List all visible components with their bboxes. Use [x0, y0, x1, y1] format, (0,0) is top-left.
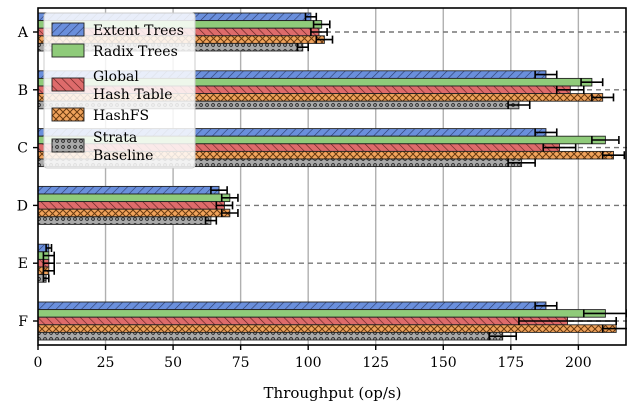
- error-bar: [210, 186, 228, 195]
- bar: [37, 301, 547, 311]
- error-bar: [507, 158, 536, 167]
- y-tick-label: F: [18, 314, 28, 330]
- error-bar: [42, 251, 56, 260]
- x-tick-label: 0: [34, 355, 43, 371]
- bar: [37, 216, 212, 225]
- axes: 0 25 50 75 100 125 150 175 200 A B C D E F: [17, 7, 627, 371]
- error-bar: [220, 209, 239, 217]
- error-bar: [296, 43, 309, 52]
- bar: [37, 331, 504, 341]
- error-bar: [220, 193, 239, 202]
- bar: [37, 208, 231, 218]
- legend-swatch: [51, 138, 85, 153]
- y-tick-label: B: [18, 83, 28, 99]
- error-bar: [507, 101, 531, 109]
- legend-entry: Global Hash Table: [51, 69, 173, 103]
- legend-entry: Strata Baseline: [51, 130, 153, 164]
- x-tick-label: 200: [565, 355, 592, 371]
- error-bar: [45, 244, 53, 252]
- bar: [37, 185, 220, 195]
- error-bar: [542, 143, 577, 152]
- error-bar: [580, 78, 604, 87]
- bar: [37, 309, 606, 318]
- legend: Extent Trees Radix Trees Global Hash Table H…: [43, 12, 196, 169]
- error-bar: [534, 301, 558, 310]
- y-tick-label: D: [17, 198, 28, 214]
- error-bar: [42, 266, 56, 275]
- legend-swatch: [51, 22, 85, 37]
- legend-label: Strata Baseline: [93, 130, 153, 164]
- error-bar: [601, 151, 626, 160]
- error-bar: [555, 85, 585, 94]
- legend-entry: HashFS: [51, 107, 149, 124]
- x-axis-title: Throughput (op/s): [264, 384, 402, 402]
- error-bar: [591, 93, 615, 102]
- x-tick-label: 25: [97, 355, 115, 371]
- error-bar: [488, 332, 518, 341]
- error-bar: [315, 35, 334, 44]
- error-bar: [534, 128, 558, 137]
- error-bar: [518, 317, 617, 325]
- error-bar: [582, 309, 627, 318]
- legend-swatch: [51, 77, 85, 92]
- y-tick-label: E: [18, 256, 28, 272]
- error-bar: [204, 216, 218, 225]
- legend-label: HashFS: [93, 108, 149, 124]
- legend-entry: Radix Trees: [51, 43, 178, 60]
- error-bar: [42, 259, 56, 268]
- error-bar: [310, 28, 328, 36]
- x-tick-label: 150: [430, 355, 457, 371]
- bar: [37, 316, 569, 326]
- error-bar: [42, 274, 50, 283]
- x-tick-label: 125: [362, 355, 389, 371]
- plot-frame: [37, 7, 627, 346]
- y-tick-label: A: [17, 25, 29, 41]
- legend-swatch: [51, 107, 85, 122]
- error-bar: [312, 20, 331, 29]
- error-bar: [304, 12, 318, 21]
- bar: [37, 193, 231, 203]
- bar: [37, 324, 617, 333]
- legend-swatch: [51, 43, 85, 58]
- error-bars: [42, 12, 627, 341]
- legend-label: Extent Trees: [93, 23, 184, 39]
- bar: [37, 201, 225, 210]
- legend-entry: Extent Trees: [51, 22, 184, 39]
- x-tick-label: 100: [295, 355, 322, 371]
- x-tick-label: 50: [164, 355, 182, 371]
- error-bar: [534, 70, 558, 79]
- x-tick-label: 75: [232, 355, 250, 371]
- error-bar: [601, 324, 627, 333]
- error-bar: [591, 136, 620, 144]
- y-tick-label: C: [17, 141, 28, 157]
- error-bar: [215, 201, 234, 210]
- legend-label: Global Hash Table: [93, 69, 173, 103]
- legend-label: Radix Trees: [93, 44, 178, 60]
- x-tick-label: 175: [497, 355, 524, 371]
